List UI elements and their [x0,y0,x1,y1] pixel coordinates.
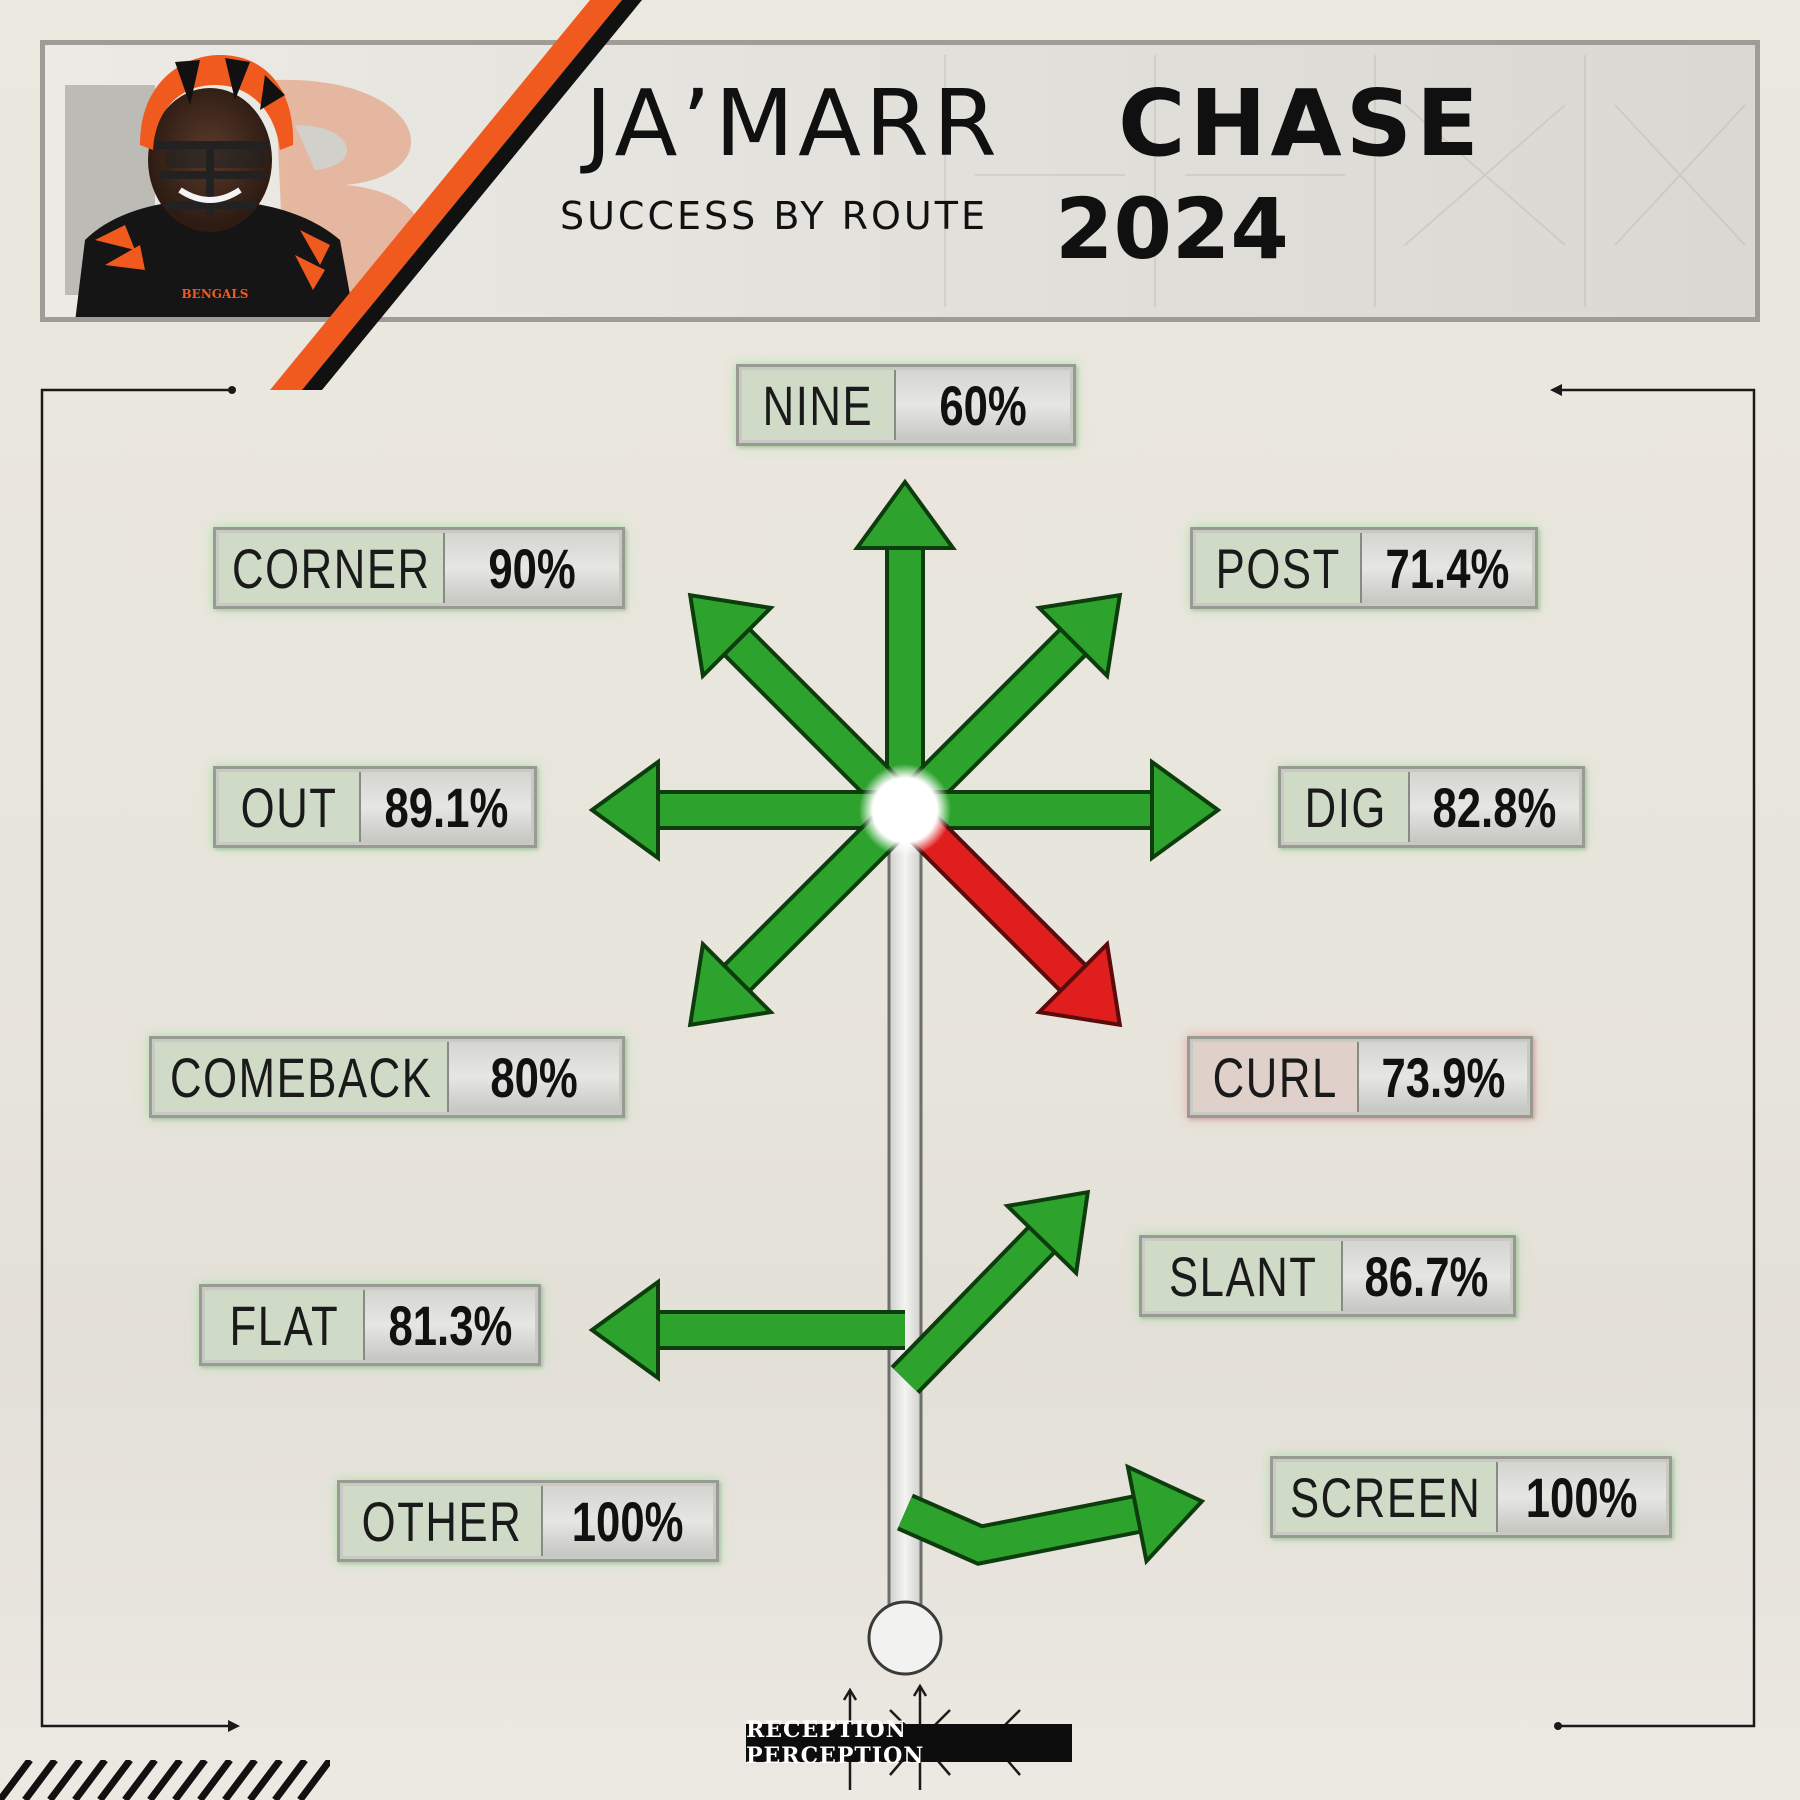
route-label-out: OUT 89.1% [213,766,537,848]
header-banner: BENGALS [40,40,1760,322]
player-headshot: BENGALS [75,55,355,317]
route-value: 81.3% [388,1293,512,1357]
jersey-text: BENGALS [182,287,249,301]
diagonal-stripe [270,0,642,390]
route-label-screen: SCREEN 100% [1270,1456,1672,1538]
route-name: SLANT [1168,1244,1318,1308]
route-value: 86.7% [1364,1244,1489,1308]
route-name: COMEBACK [169,1045,433,1109]
route-label-post: POST 71.4% [1190,527,1538,609]
route-name: CORNER [231,536,431,600]
chart-subtitle: SUCCESS BY ROUTE [560,194,988,238]
route-name: OTHER [361,1489,523,1553]
hatch-decoration [0,1760,330,1800]
route-name: DIG [1304,775,1388,839]
route-name: OUT [240,775,338,839]
route-stem [867,808,943,1676]
route-label-nine: NINE 60% [736,364,1076,446]
route-value: 73.9% [1381,1045,1505,1109]
right-bracket [1550,384,1756,1730]
route-arrow-slant [890,1189,1091,1394]
route-value: 89.1% [384,775,508,839]
route-pattern-background [944,55,1746,307]
reception-perception-logo: RECEPTION PERCEPTION [746,1717,1072,1769]
route-hub [859,764,951,856]
route-name: CURL [1212,1045,1338,1109]
route-name: NINE [762,373,874,437]
left-bracket [40,386,240,1732]
route-value: 60% [939,373,1027,437]
route-label-dig: DIG 82.8% [1278,766,1585,848]
route-value: 100% [572,1489,684,1553]
player-last-name: CHASE [1118,70,1483,177]
route-label-curl: CURL 73.9% [1187,1036,1533,1118]
route-value: 90% [488,536,576,600]
route-value: 71.4% [1385,536,1509,600]
route-arrow-screen [896,1463,1206,1566]
route-arrow-nine [853,478,957,800]
route-label-slant: SLANT 86.7% [1139,1235,1516,1317]
route-arrow-flat [588,1278,905,1382]
season-year: 2024 [1055,180,1289,278]
route-label-corner: CORNER 90% [213,527,625,609]
route-value: 80% [490,1045,578,1109]
route-value: 100% [1526,1465,1638,1529]
route-label-other: OTHER 100% [337,1480,719,1562]
route-label-flat: FLAT 81.3% [199,1284,541,1366]
player-first-name: JA’MARR [585,70,1001,177]
route-value: 82.8% [1432,775,1557,839]
route-name: FLAT [229,1293,339,1357]
route-name: SCREEN [1290,1465,1482,1529]
route-label-comeback: COMEBACK 80% [149,1036,625,1118]
route-name: POST [1215,536,1341,600]
